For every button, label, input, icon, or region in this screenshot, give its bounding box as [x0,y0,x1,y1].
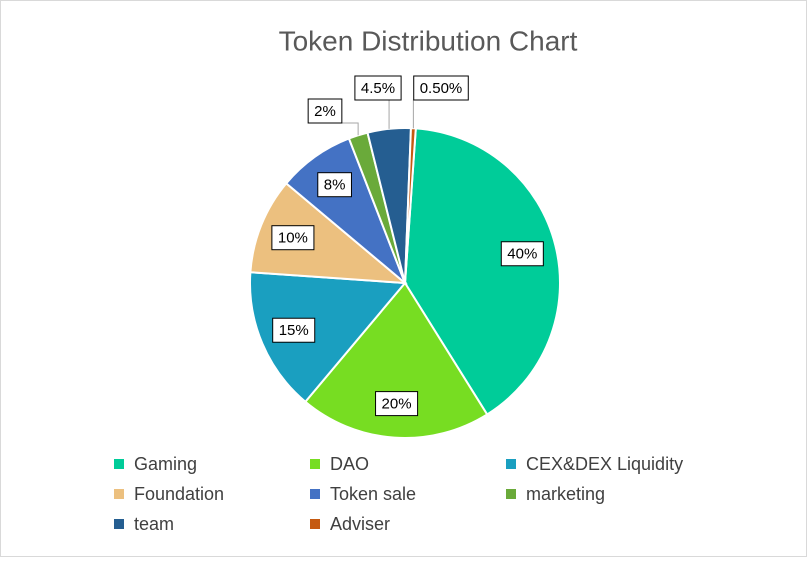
data-label: 10% [278,230,308,247]
legend-label: Gaming [134,454,197,474]
chart-title: Token Distribution Chart [279,25,578,56]
data-label: 40% [507,246,537,263]
data-label: 4.5% [361,80,395,97]
legend-swatch [114,519,124,529]
data-label-box [375,391,419,417]
data-label: 20% [382,396,412,413]
legend-label: team [134,514,174,534]
legend-label: DAO [330,454,369,474]
data-label-box [307,98,343,124]
legend-swatch [506,489,516,499]
legend-label: Token sale [330,484,416,504]
legend-label: marketing [526,484,605,504]
data-label-box [413,75,469,101]
data-label-box [272,317,316,343]
legend-swatch [506,459,516,469]
data-label-box [354,75,402,101]
pie-slice [249,181,409,285]
data-label-box [271,225,315,251]
legend-swatch [310,459,320,469]
legend-swatch [310,519,320,529]
pie-slice [404,127,417,284]
data-label: 15% [279,322,309,339]
data-label: 8% [324,177,346,194]
legend-swatch [114,489,124,499]
legend-swatch [114,459,124,469]
legend-label: Adviser [330,514,390,534]
pie-slice [249,271,408,404]
data-label: 0.50% [420,80,463,97]
data-label-box [317,172,352,198]
pie-slice [303,281,489,439]
data-label: 2% [314,103,336,120]
legend-swatch [310,489,320,499]
legend-label: CEX&DEX Liquidity [526,454,683,474]
data-label-box [500,241,544,267]
pie-slice [403,127,561,416]
legend-label: Foundation [134,484,224,504]
